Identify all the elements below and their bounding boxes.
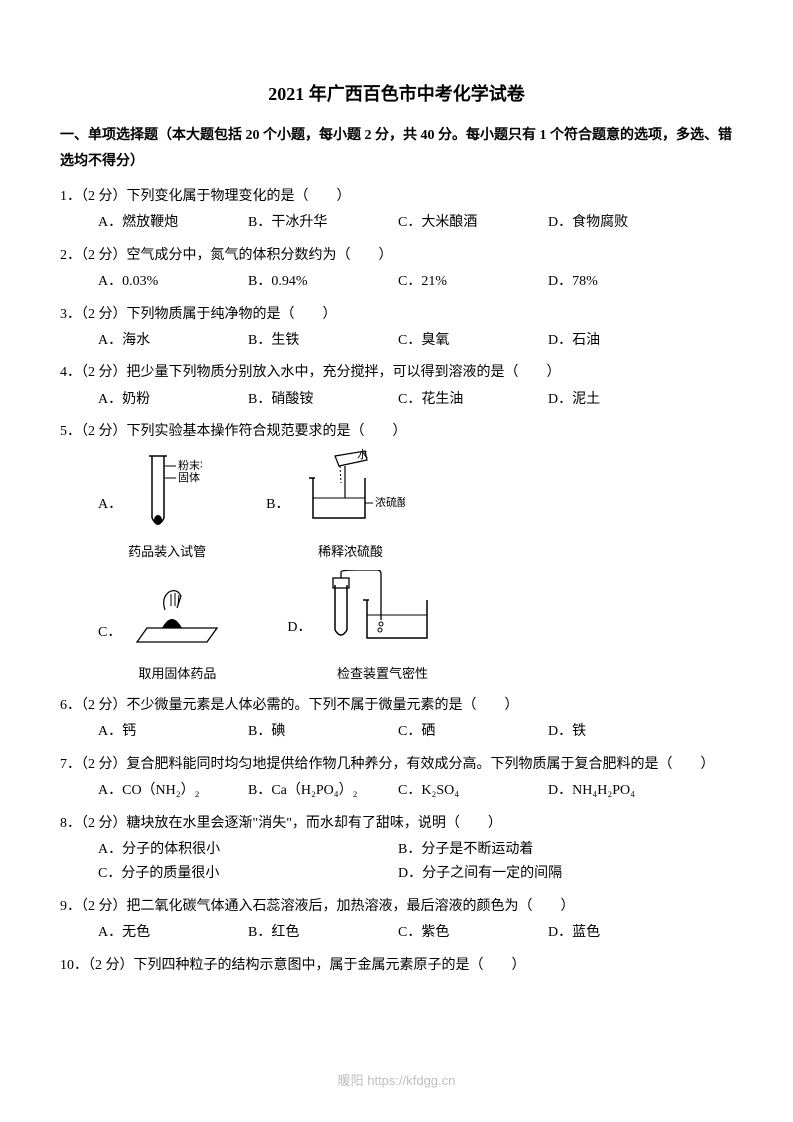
q8-options-1: A．分子的体积很小 B．分子是不断运动着 <box>60 839 733 861</box>
question-3: 3．（2 分）下列物质属于纯净物的是（ ） A．海水 B．生铁 C．臭氧 D．石… <box>60 304 733 353</box>
q5-c-letter: C． <box>98 622 121 644</box>
q8-option-b: B．分子是不断运动着 <box>398 839 698 861</box>
q9-stem: 9．（2 分）把二氧化碳气体通入石蕊溶液后，加热溶液，最后溶液的颜色为（ ） <box>60 896 733 918</box>
q1-options: A．燃放鞭炮 B．干冰升华 C．大米酿酒 D．食物腐败 <box>60 212 733 234</box>
q2-options: A．0.03% B．0.94% C．21% D．78% <box>60 271 733 293</box>
page-title: 2021 年广西百色市中考化学试卷 <box>60 80 733 109</box>
q7-option-c: C．K₂SO₄ <box>398 780 548 802</box>
q9-options: A．无色 B．红色 C．紫色 D．蓝色 <box>60 922 733 944</box>
q3-options: A．海水 B．生铁 C．臭氧 D．石油 <box>60 330 733 352</box>
q5-diagram-row-2: C． 取用固体药品 D． <box>60 570 733 685</box>
q8-option-a: A．分子的体积很小 <box>98 839 398 861</box>
q3-option-c: C．臭氧 <box>398 330 548 352</box>
q7-stem: 7．（2 分）复合肥料能同时均匀地提供给作物几种养分，有效成分高。下列物质属于复… <box>60 754 733 776</box>
q1-option-c: C．大米酿酒 <box>398 212 548 234</box>
q2-option-b: B．0.94% <box>248 271 398 293</box>
q2-option-c: C．21% <box>398 271 548 293</box>
q3-stem: 3．（2 分）下列物质属于纯净物的是（ ） <box>60 304 733 326</box>
q8-option-c: C．分子的质量很小 <box>98 863 398 885</box>
question-2: 2．（2 分）空气成分中，氮气的体积分数约为（ ） A．0.03% B．0.94… <box>60 245 733 294</box>
question-10: 10．（2 分）下列四种粒子的结构示意图中，属于金属元素原子的是（ ） <box>60 955 733 977</box>
hand-solid-icon <box>127 580 227 660</box>
q1-stem: 1．（2 分）下列变化属于物理变化的是（ ） <box>60 186 733 208</box>
q3-option-d: D．石油 <box>548 330 698 352</box>
q5-a-caption: 药品装入试管 <box>128 542 206 563</box>
q6-stem: 6．（2 分）不少微量元素是人体必需的。下列不属于微量元素的是（ ） <box>60 695 733 717</box>
q5-diagram-c: C． 取用固体药品 <box>98 580 227 685</box>
q5-diagram-row-1: A． 粉末状 固体 药品装入试管 B． <box>60 448 733 563</box>
q4-option-b: B．硝酸铵 <box>248 389 398 411</box>
q2-stem: 2．（2 分）空气成分中，氮气的体积分数约为（ ） <box>60 245 733 267</box>
q8-option-d: D．分子之间有一定的间隔 <box>398 863 698 885</box>
svg-text:固体: 固体 <box>178 470 200 484</box>
q4-option-a: A．奶粉 <box>98 389 248 411</box>
question-9: 9．（2 分）把二氧化碳气体通入石蕊溶液后，加热溶液，最后溶液的颜色为（ ） A… <box>60 896 733 945</box>
q2-option-d: D．78% <box>548 271 698 293</box>
q5-a-letter: A． <box>98 494 122 516</box>
q6-option-d: D．铁 <box>548 721 698 743</box>
q8-stem: 8．（2 分）糖块放在水里会逐渐"消失"，而水却有了甜味，说明（ ） <box>60 813 733 835</box>
q7-options: A．CO（NH₂）₂ B．Ca（H₂PO₄）₂ C．K₂SO₄ D．NH₄H₂P… <box>60 780 733 802</box>
q4-option-c: C．花生油 <box>398 389 548 411</box>
question-5: 5．（2 分）下列实验基本操作符合规范要求的是（ ） A． 粉末状 固体 药品装… <box>60 421 733 685</box>
q5-d-caption: 检查装置气密性 <box>337 664 428 685</box>
airtight-check-icon <box>317 570 447 660</box>
q5-c-caption: 取用固体药品 <box>138 664 216 685</box>
q9-option-a: A．无色 <box>98 922 248 944</box>
page-watermark: 暖阳 https://kfdgg.cn <box>0 1071 793 1092</box>
q6-options: A．钙 B．碘 C．硒 D．铁 <box>60 721 733 743</box>
test-tube-icon: 粉末状 固体 <box>132 448 202 538</box>
question-6: 6．（2 分）不少微量元素是人体必需的。下列不属于微量元素的是（ ） A．钙 B… <box>60 695 733 744</box>
q6-option-a: A．钙 <box>98 721 248 743</box>
q1-option-d: D．食物腐败 <box>548 212 698 234</box>
q9-option-d: D．蓝色 <box>548 922 698 944</box>
q1-option-b: B．干冰升华 <box>248 212 398 234</box>
q3-option-a: A．海水 <box>98 330 248 352</box>
q7-option-d: D．NH₄H₂PO₄ <box>548 780 698 802</box>
q4-stem: 4．（2 分）把少量下列物质分别放入水中，充分搅拌，可以得到溶液的是（ ） <box>60 362 733 384</box>
q6-option-b: B．碘 <box>248 721 398 743</box>
q5-stem: 5．（2 分）下列实验基本操作符合规范要求的是（ ） <box>60 421 733 443</box>
q5-diagram-a: A． 粉末状 固体 药品装入试管 <box>98 448 206 563</box>
q6-option-c: C．硒 <box>398 721 548 743</box>
q5-diagram-d: D． 检查装置气密性 <box>287 570 447 685</box>
q5-b-letter: B． <box>266 494 289 516</box>
question-1: 1．（2 分）下列变化属于物理变化的是（ ） A．燃放鞭炮 B．干冰升华 C．大… <box>60 186 733 235</box>
q2-option-a: A．0.03% <box>98 271 248 293</box>
q9-option-b: B．红色 <box>248 922 398 944</box>
q4-option-d: D．泥土 <box>548 389 698 411</box>
svg-text:浓硫酸: 浓硫酸 <box>375 495 405 509</box>
svg-text:粉末状: 粉末状 <box>178 458 202 472</box>
question-4: 4．（2 分）把少量下列物质分别放入水中，充分搅拌，可以得到溶液的是（ ） A．… <box>60 362 733 411</box>
q10-stem: 10．（2 分）下列四种粒子的结构示意图中，属于金属元素原子的是（ ） <box>60 955 733 977</box>
beaker-pour-icon: 水 浓硫酸 <box>295 448 405 538</box>
q7-option-b: B．Ca（H₂PO₄）₂ <box>248 780 398 802</box>
q5-diagram-b: B． 水 浓硫酸 稀释浓硫酸 <box>266 448 405 563</box>
question-7: 7．（2 分）复合肥料能同时均匀地提供给作物几种养分，有效成分高。下列物质属于复… <box>60 754 733 803</box>
q5-d-letter: D． <box>287 617 311 639</box>
q8-options-2: C．分子的质量很小 D．分子之间有一定的间隔 <box>60 863 733 885</box>
question-8: 8．（2 分）糖块放在水里会逐渐"消失"，而水却有了甜味，说明（ ） A．分子的… <box>60 813 733 886</box>
q9-option-c: C．紫色 <box>398 922 548 944</box>
q4-options: A．奶粉 B．硝酸铵 C．花生油 D．泥土 <box>60 389 733 411</box>
q1-option-a: A．燃放鞭炮 <box>98 212 248 234</box>
section-header: 一、单项选择题（本大题包括 20 个小题，每小题 2 分，共 40 分。每小题只… <box>60 123 733 176</box>
q7-option-a: A．CO（NH₂）₂ <box>98 780 248 802</box>
q5-b-caption: 稀释浓硫酸 <box>318 542 383 563</box>
q3-option-b: B．生铁 <box>248 330 398 352</box>
